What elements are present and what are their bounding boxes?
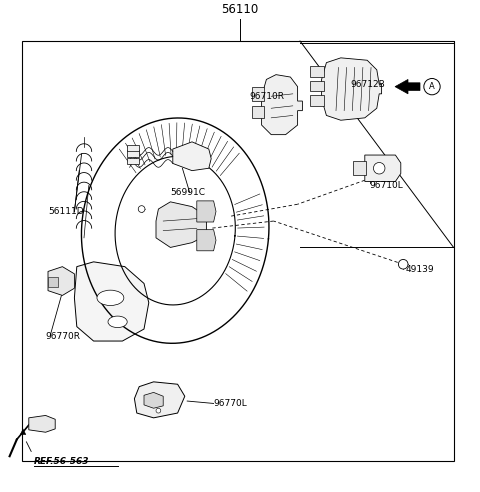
Bar [353, 161, 366, 176]
Polygon shape [156, 202, 206, 247]
Polygon shape [144, 393, 163, 408]
Bar [252, 106, 264, 118]
Bar [127, 157, 139, 164]
Text: 96710R: 96710R [250, 92, 285, 101]
Text: REF.56-563: REF.56-563 [34, 457, 89, 465]
Polygon shape [197, 201, 216, 222]
Polygon shape [262, 75, 302, 135]
Bar [127, 151, 139, 157]
Circle shape [138, 206, 145, 213]
Ellipse shape [108, 316, 127, 328]
Text: 56111D: 56111D [48, 207, 84, 216]
Text: 49139: 49139 [406, 265, 434, 274]
Polygon shape [48, 267, 74, 295]
Circle shape [373, 162, 385, 174]
Text: 56991C: 56991C [170, 188, 205, 197]
Text: A: A [429, 82, 435, 91]
Bar [22, 41, 454, 461]
Text: 56110: 56110 [221, 3, 259, 16]
Ellipse shape [97, 290, 124, 306]
Polygon shape [322, 58, 382, 120]
Bar [310, 95, 324, 106]
Text: 96712B: 96712B [350, 80, 385, 89]
Text: 96770R: 96770R [46, 332, 81, 341]
Polygon shape [29, 415, 55, 432]
Polygon shape [197, 230, 216, 251]
Bar [252, 87, 264, 101]
Text: 96710L: 96710L [370, 181, 403, 189]
Polygon shape [20, 429, 26, 434]
Bar [127, 145, 139, 152]
Circle shape [156, 408, 161, 413]
Polygon shape [173, 142, 211, 171]
Circle shape [398, 259, 408, 269]
Bar [310, 81, 324, 92]
Polygon shape [134, 382, 185, 418]
Bar [310, 66, 324, 77]
Circle shape [424, 79, 440, 95]
Polygon shape [365, 155, 401, 182]
Polygon shape [395, 79, 420, 94]
Bar [48, 277, 58, 287]
Text: 96770L: 96770L [214, 399, 247, 408]
Polygon shape [74, 262, 149, 341]
